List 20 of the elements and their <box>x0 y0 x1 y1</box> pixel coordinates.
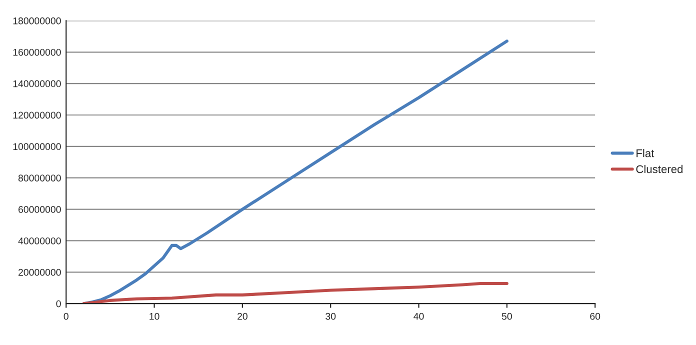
y-tick-label: 180000000 <box>13 17 61 24</box>
x-tick-label: 0 <box>64 312 68 320</box>
legend-label: Clustered <box>636 164 682 174</box>
x-tick-label: 20 <box>238 312 248 320</box>
y-tick-label: 160000000 <box>13 48 61 56</box>
y-tick-label: 20000000 <box>18 268 61 276</box>
line-series <box>82 282 508 304</box>
y-tick-label: 140000000 <box>13 80 61 88</box>
legend-label: Flat <box>636 149 654 158</box>
y-tick-label: 100000000 <box>13 143 61 150</box>
y-tick-label: 60000000 <box>18 206 61 213</box>
x-tick-label: 30 <box>326 312 336 320</box>
y-tick-label: 40000000 <box>18 237 61 244</box>
y-tick-label: 0 <box>56 300 61 308</box>
x-tick-label: 10 <box>150 312 160 320</box>
x-tick-label: 60 <box>590 312 600 320</box>
x-tick-label: 40 <box>414 312 424 320</box>
y-tick-label: 120000000 <box>13 112 61 119</box>
y-tick-label: 80000000 <box>18 174 61 182</box>
x-tick-label: 50 <box>502 312 512 320</box>
